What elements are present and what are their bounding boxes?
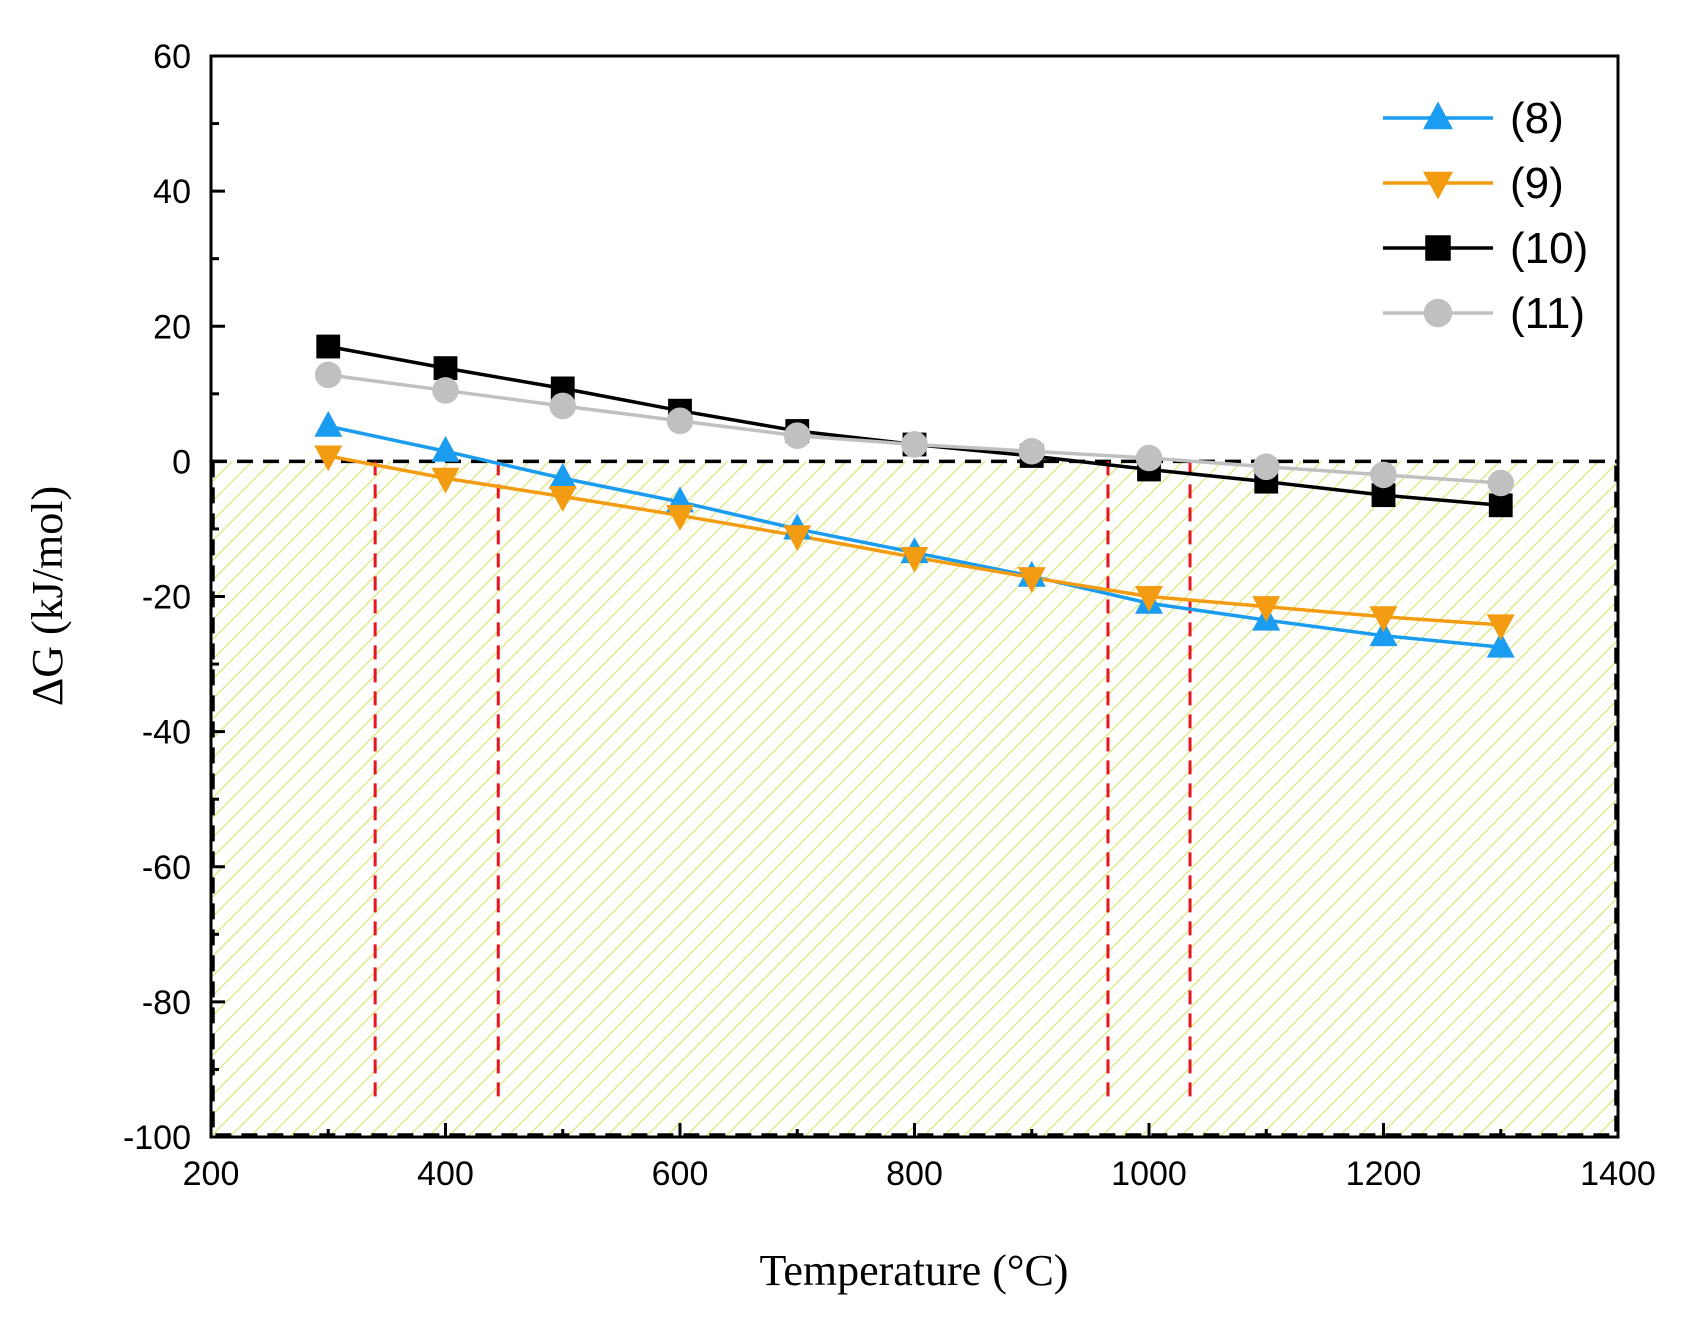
legend: (8) (9) (10) (11) bbox=[1383, 94, 1588, 338]
x-axis-title: Temperature (°C) bbox=[760, 1246, 1069, 1295]
series-1-point-3 bbox=[666, 504, 694, 531]
series-0-point-1 bbox=[431, 435, 460, 462]
series-1-point-1 bbox=[431, 467, 460, 494]
series-0-point-10 bbox=[1486, 631, 1515, 658]
y-tick-label: 20 bbox=[153, 308, 191, 346]
x-tick-label: 600 bbox=[652, 1155, 709, 1193]
series-2-point-0 bbox=[316, 334, 341, 359]
series-0-point-0 bbox=[314, 410, 343, 437]
y-tick-label: -80 bbox=[142, 984, 191, 1022]
series-3-point-9 bbox=[1370, 461, 1397, 489]
series-1-point-9 bbox=[1369, 606, 1398, 633]
series-3-point-5 bbox=[901, 431, 928, 458]
series-1-point-8 bbox=[1252, 596, 1281, 623]
series-0-point-2 bbox=[548, 462, 577, 489]
series-1-point-10 bbox=[1486, 614, 1515, 641]
series-markers bbox=[314, 334, 1515, 658]
series-2-point-9 bbox=[1371, 483, 1396, 508]
series-3-point-1 bbox=[432, 377, 459, 404]
series-1-point-5 bbox=[900, 546, 929, 573]
x-tick-label: 400 bbox=[417, 1155, 474, 1193]
y-tick-label: -20 bbox=[142, 579, 191, 617]
y-tick-label: 60 bbox=[153, 38, 191, 76]
y-tick-label: -60 bbox=[142, 849, 191, 887]
series-3-point-6 bbox=[1018, 437, 1046, 465]
x-tick-label: 1200 bbox=[1346, 1155, 1422, 1193]
series-3-point-10 bbox=[1487, 469, 1515, 497]
y-tick-label: -40 bbox=[142, 714, 191, 752]
legend-marker-3 bbox=[1423, 298, 1453, 328]
series-1-point-7 bbox=[1135, 586, 1163, 612]
shaded-region-rect bbox=[211, 461, 1618, 1137]
x-tick-label: 1000 bbox=[1111, 1155, 1187, 1193]
series-3-point-7 bbox=[1135, 444, 1163, 472]
series-1-point-2 bbox=[548, 486, 577, 512]
x-tick-label: 1400 bbox=[1580, 1155, 1656, 1193]
legend-marker-2 bbox=[1425, 235, 1451, 261]
series-1-point-4 bbox=[783, 525, 812, 552]
legend-label-1: (9) bbox=[1510, 159, 1564, 208]
y-axis-title: ΔG (kJ/mol) bbox=[23, 486, 72, 706]
shaded-region bbox=[211, 461, 1618, 1137]
series-1-point-0 bbox=[314, 445, 343, 472]
y-tick-label: 40 bbox=[153, 173, 191, 211]
series-3-point-8 bbox=[1252, 453, 1280, 481]
x-tick-label: 800 bbox=[886, 1155, 943, 1193]
axes: 200 400 600 800 1000 1200 14006040200-20-40-60… bbox=[123, 38, 1656, 1193]
series-3-point-3 bbox=[666, 407, 694, 435]
x-tick-label: 200 bbox=[183, 1155, 240, 1193]
series-3-point-4 bbox=[783, 422, 811, 450]
y-tick-label: 0 bbox=[172, 443, 191, 481]
series-0-point-9 bbox=[1369, 620, 1398, 647]
legend-marker-0 bbox=[1423, 101, 1453, 130]
series-3-point-2 bbox=[549, 392, 577, 420]
series-2-point-10 bbox=[1488, 493, 1513, 518]
legend-marker-1 bbox=[1423, 171, 1453, 200]
y-tick-label: -100 bbox=[123, 1119, 191, 1157]
series-1-point-6 bbox=[1017, 567, 1046, 593]
series-2-point-1 bbox=[433, 356, 458, 381]
legend-label-2: (10) bbox=[1510, 224, 1588, 273]
legend-label-3: (11) bbox=[1510, 289, 1585, 338]
series-3-point-0 bbox=[314, 361, 342, 389]
legend-label-0: (8) bbox=[1510, 94, 1564, 143]
